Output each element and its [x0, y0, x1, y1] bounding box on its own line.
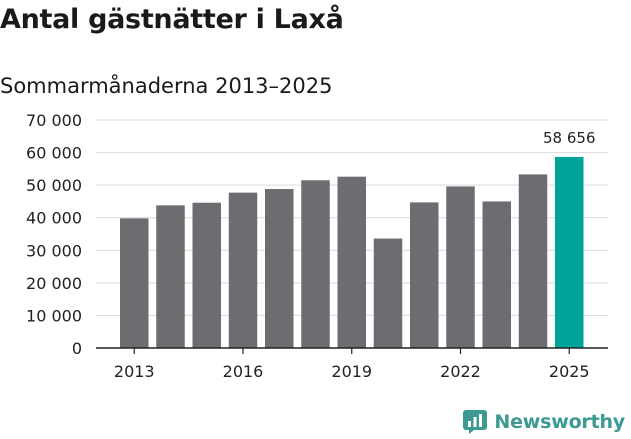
- newsworthy-logo: Newsworthy: [463, 408, 625, 436]
- y-axis-labels: 0 10 000 20 000 30 000 40 000 50 000 60 000 70 …: [26, 111, 82, 358]
- x-tick-label: 2022: [440, 362, 481, 381]
- bar-2021: [410, 202, 439, 348]
- bar-2024: [518, 174, 548, 348]
- x-axis: 2013 2016 2019 2022 2025: [96, 347, 608, 381]
- chart-title: Antal gästnätter i Laxå: [0, 4, 344, 35]
- y-tick-label: 20 000: [26, 274, 82, 293]
- y-tick-label: 60 000: [26, 144, 82, 163]
- bar-chart-logo-icon: [463, 410, 488, 434]
- y-tick-label: 10 000: [26, 306, 82, 325]
- bar-2020: [373, 238, 403, 348]
- value-labels: 58 656: [543, 129, 596, 147]
- bar-2018: [301, 180, 330, 348]
- value-label: 58 656: [543, 129, 596, 147]
- bar-2015: [192, 202, 221, 348]
- y-tick-label: 40 000: [26, 209, 82, 228]
- bars: [120, 156, 584, 348]
- x-tick-label: 2019: [331, 362, 372, 381]
- x-tick-label: 2013: [114, 362, 155, 381]
- y-tick-label: 50 000: [26, 176, 82, 195]
- x-tick-label: 2016: [223, 362, 264, 381]
- bar-2019: [337, 176, 366, 348]
- y-tick-label: 30 000: [26, 241, 82, 260]
- bar-2022: [446, 186, 475, 348]
- x-tick-label: 2025: [549, 362, 590, 381]
- y-tick-label: 0: [72, 339, 82, 358]
- bar-2016: [228, 192, 258, 348]
- chart-subtitle: Sommarmånaderna 2013–2025: [0, 74, 333, 98]
- brand-name: Newsworthy: [494, 411, 625, 433]
- bar-2013: [120, 218, 149, 348]
- bar-2014: [156, 205, 185, 348]
- y-tick-label: 70 000: [26, 111, 82, 130]
- bar-2017: [265, 189, 294, 348]
- bar-2025: [555, 156, 584, 348]
- bar-2023: [482, 201, 511, 348]
